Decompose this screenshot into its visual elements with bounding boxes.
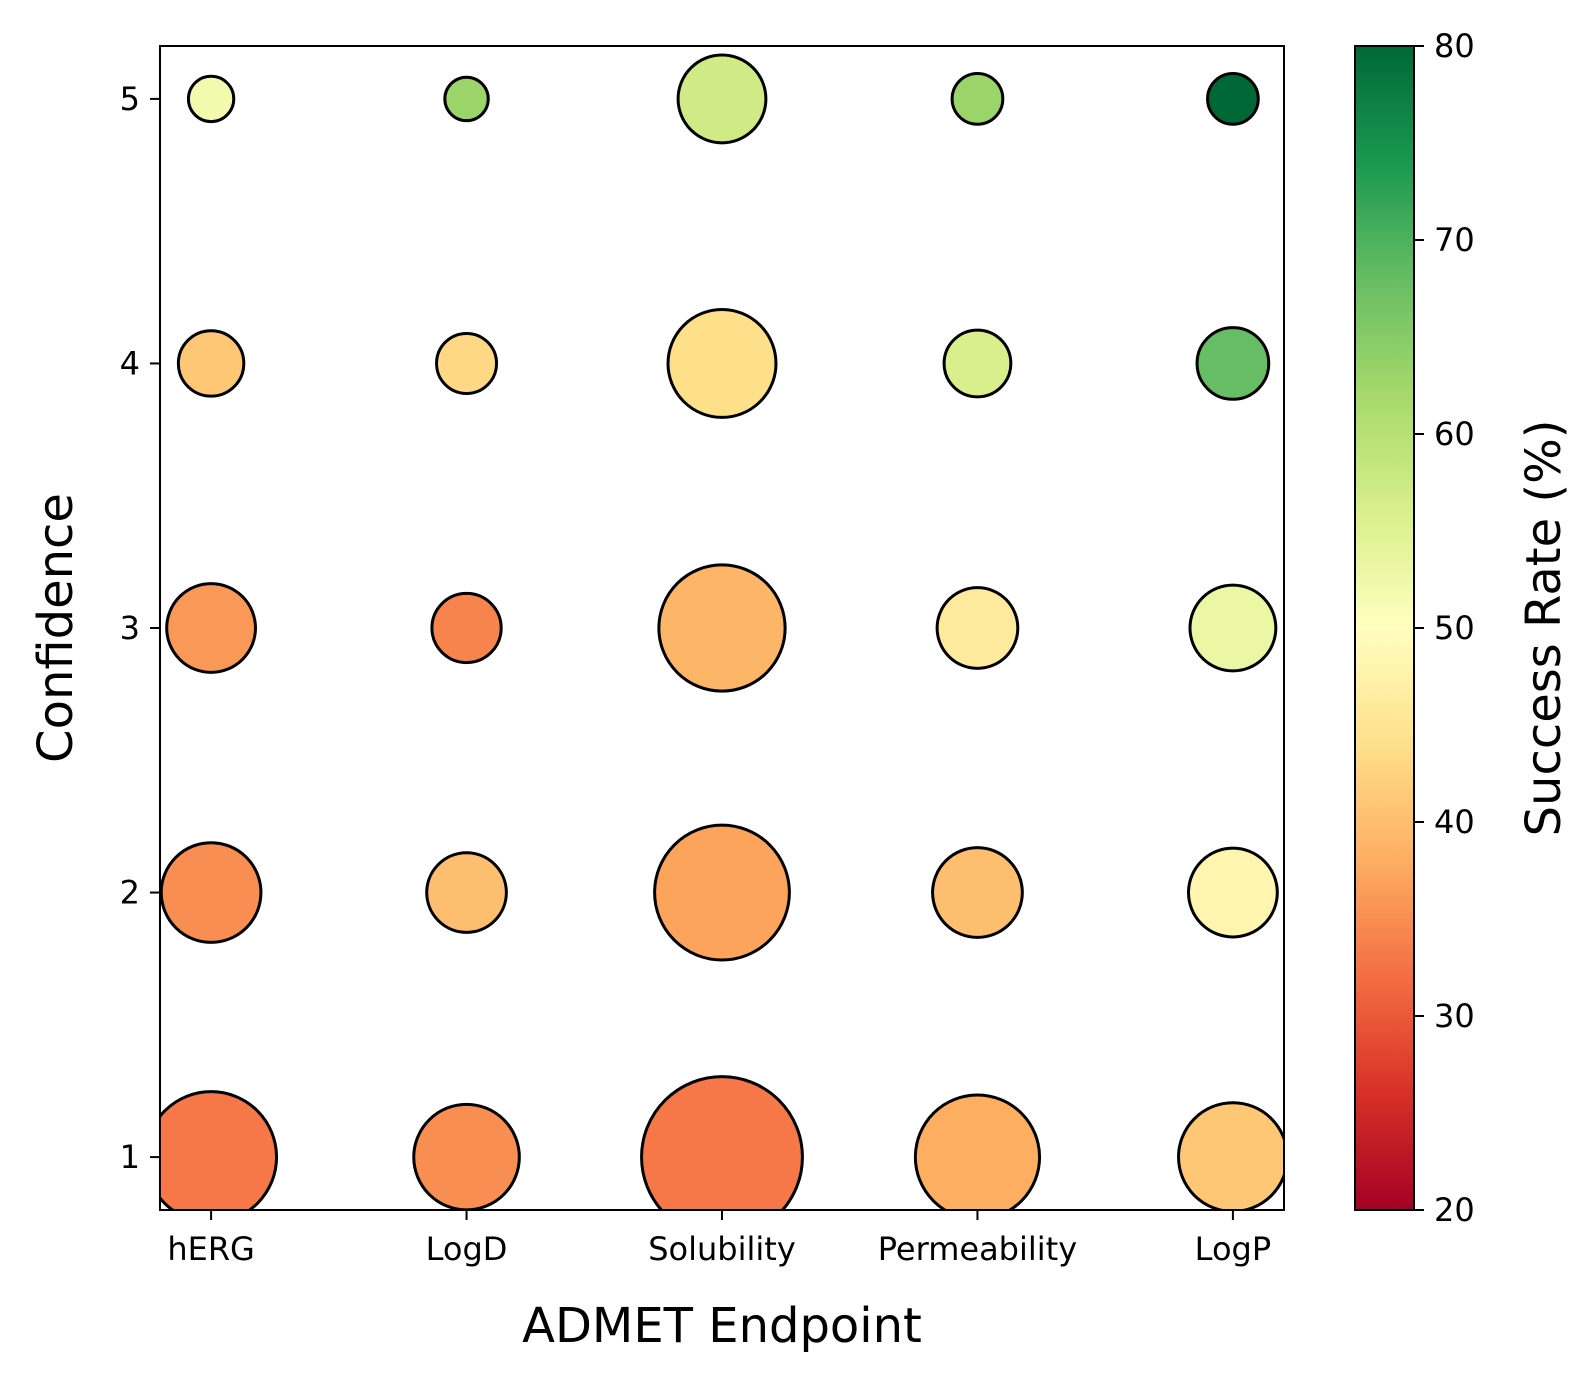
bubble-permeability-2: [931, 846, 1024, 939]
x-axis-ticks: hERG LogD Solubility Permeability LogP: [167, 1210, 1271, 1268]
x-tick-label: hERG: [167, 1230, 255, 1268]
colorbar-gradient: [1354, 45, 1415, 1211]
bubble-solubility-4: [666, 307, 778, 419]
colorbar-tick-label: 60: [1434, 415, 1475, 453]
colorbar-title: Success Rate (%): [1516, 420, 1572, 837]
bubble-herg-3: [165, 582, 257, 674]
colorbar-tick-label: 50: [1434, 609, 1475, 647]
bubble-permeability-1: [913, 1093, 1042, 1210]
bubble-solubility-3: [657, 563, 787, 693]
bubble-herg-5: [186, 74, 236, 124]
bubble-herg-4: [176, 329, 246, 398]
colorbar: 20 30 40 50 60 70 80 Success Rate (%): [1354, 27, 1572, 1229]
x-tick-label: Permeability: [878, 1230, 1077, 1268]
colorbar-tick-label: 30: [1434, 997, 1475, 1035]
bubble-logp-1: [1177, 1101, 1284, 1210]
bubble-logp-4: [1195, 326, 1271, 401]
y-axis-title: Confidence: [28, 493, 84, 763]
x-tick-label: LogP: [1195, 1230, 1271, 1268]
x-axis-title: ADMET Endpoint: [522, 1298, 922, 1354]
colorbar-tick-label: 40: [1434, 803, 1475, 841]
y-axis-ticks: 1 2 3 4 5: [120, 80, 160, 1176]
x-tick-label: LogD: [426, 1230, 508, 1268]
bubble-logp-2: [1187, 846, 1279, 939]
colorbar-tick-label: 70: [1434, 221, 1475, 259]
bubble-permeability-5: [950, 72, 1005, 126]
bubble-herg-2: [160, 841, 263, 944]
colorbar-tick-label: 20: [1434, 1191, 1475, 1229]
bubble-herg-1: [160, 1090, 279, 1210]
y-tick-label: 4: [120, 344, 140, 382]
bubble-logd-4: [435, 331, 499, 395]
bubble-logd-5: [443, 75, 490, 123]
bubble-logp-5: [1206, 72, 1260, 126]
bubble-logd-1: [412, 1102, 521, 1210]
bubble-logd-2: [425, 851, 508, 934]
y-tick-label: 5: [120, 80, 140, 118]
bubble-permeability-3: [935, 586, 1020, 670]
x-tick-label: Solubility: [648, 1230, 796, 1268]
bubble-layer: [160, 53, 1284, 1210]
y-tick-label: 2: [120, 874, 140, 912]
bubble-solubility-5: [676, 53, 768, 145]
bubble-solubility-2: [653, 823, 791, 962]
colorbar-tick-label: 80: [1434, 27, 1475, 65]
colorbar-ticks: 20 30 40 50 60 70 80: [1414, 27, 1475, 1229]
bubble-solubility-1: [640, 1075, 804, 1210]
bubble-logp-3: [1188, 583, 1278, 673]
plot-area: hERG LogD Solubility Permeability LogP 1 2 3 4 5…: [28, 45, 1285, 1354]
bubble-permeability-4: [942, 328, 1013, 399]
bubble-logd-3: [430, 591, 503, 665]
y-tick-label: 3: [120, 609, 140, 647]
y-tick-label: 1: [120, 1138, 140, 1176]
